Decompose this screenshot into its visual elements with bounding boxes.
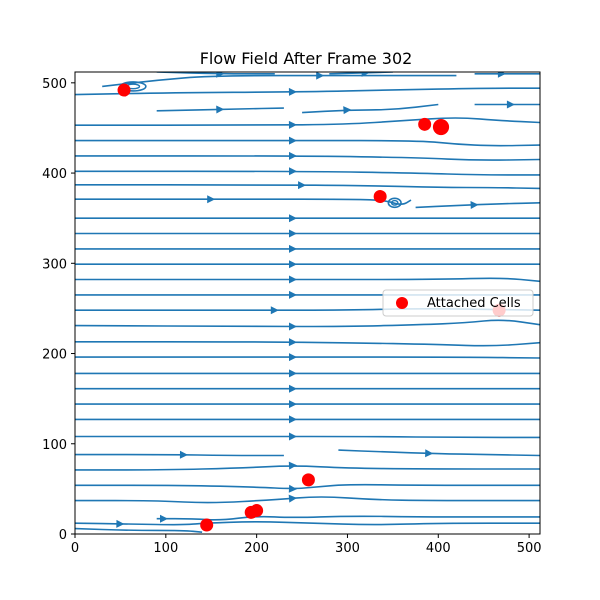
streamline [302,103,439,114]
y-tick-label: 0 [59,528,67,543]
streamline [102,74,457,88]
streamline [329,72,393,75]
streamline-arrow [289,415,297,424]
streamline-arrow [288,338,297,347]
legend-marker [396,297,408,309]
streamline [75,139,540,147]
streamline-arrow [289,353,297,362]
streamline [338,449,540,457]
streamline [75,453,284,457]
x-axis: 0 100 200 300 400 500 [71,534,542,556]
streamline-arrow [289,290,297,299]
streamline-arrow [497,72,506,78]
plot-frame [74,71,541,535]
y-axis: 0 100 200 300 400 500 [42,77,75,543]
streamline [75,340,540,347]
legend: Attached Cells [382,289,534,317]
x-tick-label: 400 [426,541,451,556]
streamline [75,356,540,359]
streamline-arrow [289,369,297,378]
streamline-arrow [343,106,352,115]
streamline-arrow [289,322,297,331]
attached-cell-point [117,83,131,97]
streamline-arrow [289,244,297,253]
x-tick-label: 100 [153,541,178,556]
x-tick-label: 200 [244,541,269,556]
streamline-arrow [316,72,325,80]
streamline [75,527,203,533]
streamline-arrow [289,260,297,269]
streamline [75,198,412,205]
streamline-arrow [270,306,279,315]
chart-title: Flow Field After Frame 302 [200,49,413,68]
streamline-arrow [289,275,297,284]
streamline-arrow [179,450,188,459]
streamline-arrow [289,214,297,223]
streamline-arrow [289,167,297,176]
streamline-arrow [207,195,216,204]
attached-cell-point [200,518,214,532]
streamline [75,496,540,504]
x-tick-label: 300 [335,541,360,556]
y-tick-label: 200 [42,348,67,363]
streamline [75,435,540,439]
streamline [75,277,540,283]
streamline-arrow [288,494,297,503]
streamline-arrow [289,229,297,238]
streamline-arrow [289,400,297,409]
streamline [75,319,540,328]
y-tick-label: 300 [42,257,67,272]
streamline [75,170,540,176]
attached-cell-point [301,473,315,487]
streamline [75,521,540,526]
streamline [156,515,540,521]
streamline [75,465,540,471]
streamline-arrow [288,461,297,470]
streamline-arrow [216,72,225,78]
streamline-layer [75,72,540,533]
streamline [75,117,540,127]
attached-cell-point [418,117,432,131]
attached-cell-point [250,504,264,518]
vortex-loop [390,199,399,206]
streamline-arrow [470,201,479,209]
streamline [75,183,540,190]
streamline-arrow [288,120,297,129]
attached-cell-point [432,118,450,136]
streamline-arrow [288,484,297,493]
streamline-arrow [160,514,168,523]
attached-cell-point [373,190,387,204]
legend-label: Attached Cells [427,296,521,311]
y-tick-label: 400 [42,167,67,182]
vortex-loop [387,197,402,209]
streamline-arrow [425,449,434,458]
legend-box [382,289,534,317]
streamline-arrow [289,151,297,160]
streamline-arrow [116,519,125,528]
streamline-arrow [289,432,297,441]
streamline [415,202,540,209]
streamline-arrow [506,100,515,109]
streamline-arrow [289,384,297,393]
streamline-arrow [298,181,307,190]
streamline [156,107,284,112]
y-tick-label: 100 [42,438,67,453]
streamline-arrow [361,72,370,77]
y-tick-label: 500 [42,77,67,92]
x-tick-label: 0 [71,541,79,556]
streamline [75,155,540,161]
streamline-arrow [288,87,297,96]
x-tick-label: 500 [517,541,542,556]
streamline-arrow [216,105,225,114]
streamline-arrow [289,136,297,145]
